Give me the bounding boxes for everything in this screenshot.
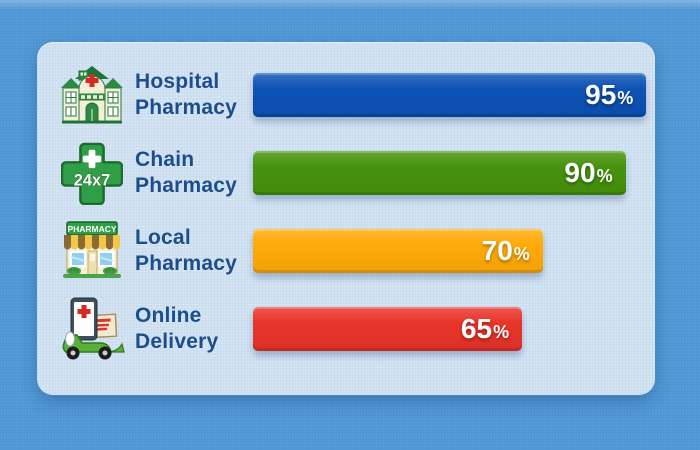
chart-row-hospital-pharmacy: Hospital Pharmacy 95%	[37, 56, 655, 134]
bar-track: 95%	[253, 73, 667, 117]
bar-label: Local Pharmacy	[133, 225, 251, 277]
bar-label-line2: Pharmacy	[135, 174, 237, 197]
delivery-scooter-icon	[51, 297, 133, 361]
chart-row-local-pharmacy: PHARMACY	[37, 212, 655, 290]
bar-label-line1: Chain	[135, 148, 195, 171]
svg-text:PHARMACY: PHARMACY	[67, 224, 116, 234]
bar-track: 90%	[253, 151, 667, 195]
bar-track: 70%	[253, 229, 667, 273]
bar-value: 95%	[585, 79, 634, 110]
bar-label-line2: Pharmacy	[135, 252, 237, 275]
pharmacy-cross-24x7-icon: 24x7	[51, 141, 133, 205]
bar-track: 65%	[253, 307, 667, 351]
bar-label-line1: Online	[135, 304, 202, 327]
bar-value: 70%	[481, 235, 530, 266]
hospital-building-icon	[51, 65, 133, 125]
bar-label: Online Delivery	[133, 303, 251, 355]
bar-value: 90%	[564, 157, 613, 188]
bar: 90%	[253, 151, 626, 195]
bar-label-line2: Delivery	[135, 330, 219, 353]
bar-value: 65%	[460, 313, 510, 344]
bar: 65%	[253, 307, 522, 351]
bar: 70%	[253, 229, 543, 273]
chart-row-chain-pharmacy: 24x7 Chain Pharmacy 90%	[37, 134, 655, 212]
bar: 95%	[253, 73, 646, 117]
bar-label-line1: Local	[135, 226, 191, 249]
bar-label: Hospital Pharmacy	[133, 69, 251, 121]
bar-label: Chain Pharmacy	[133, 147, 251, 199]
chart-panel: Hospital Pharmacy 95% 24x7 Chain Pharmac…	[37, 42, 655, 395]
svg-text:24x7: 24x7	[74, 172, 111, 190]
pharmacy-storefront-icon: PHARMACY	[51, 221, 133, 281]
chart-row-online-delivery: Online Delivery 65%	[37, 290, 655, 368]
bar-label-line2: Pharmacy	[135, 96, 237, 119]
bar-label-line1: Hospital	[135, 70, 220, 93]
